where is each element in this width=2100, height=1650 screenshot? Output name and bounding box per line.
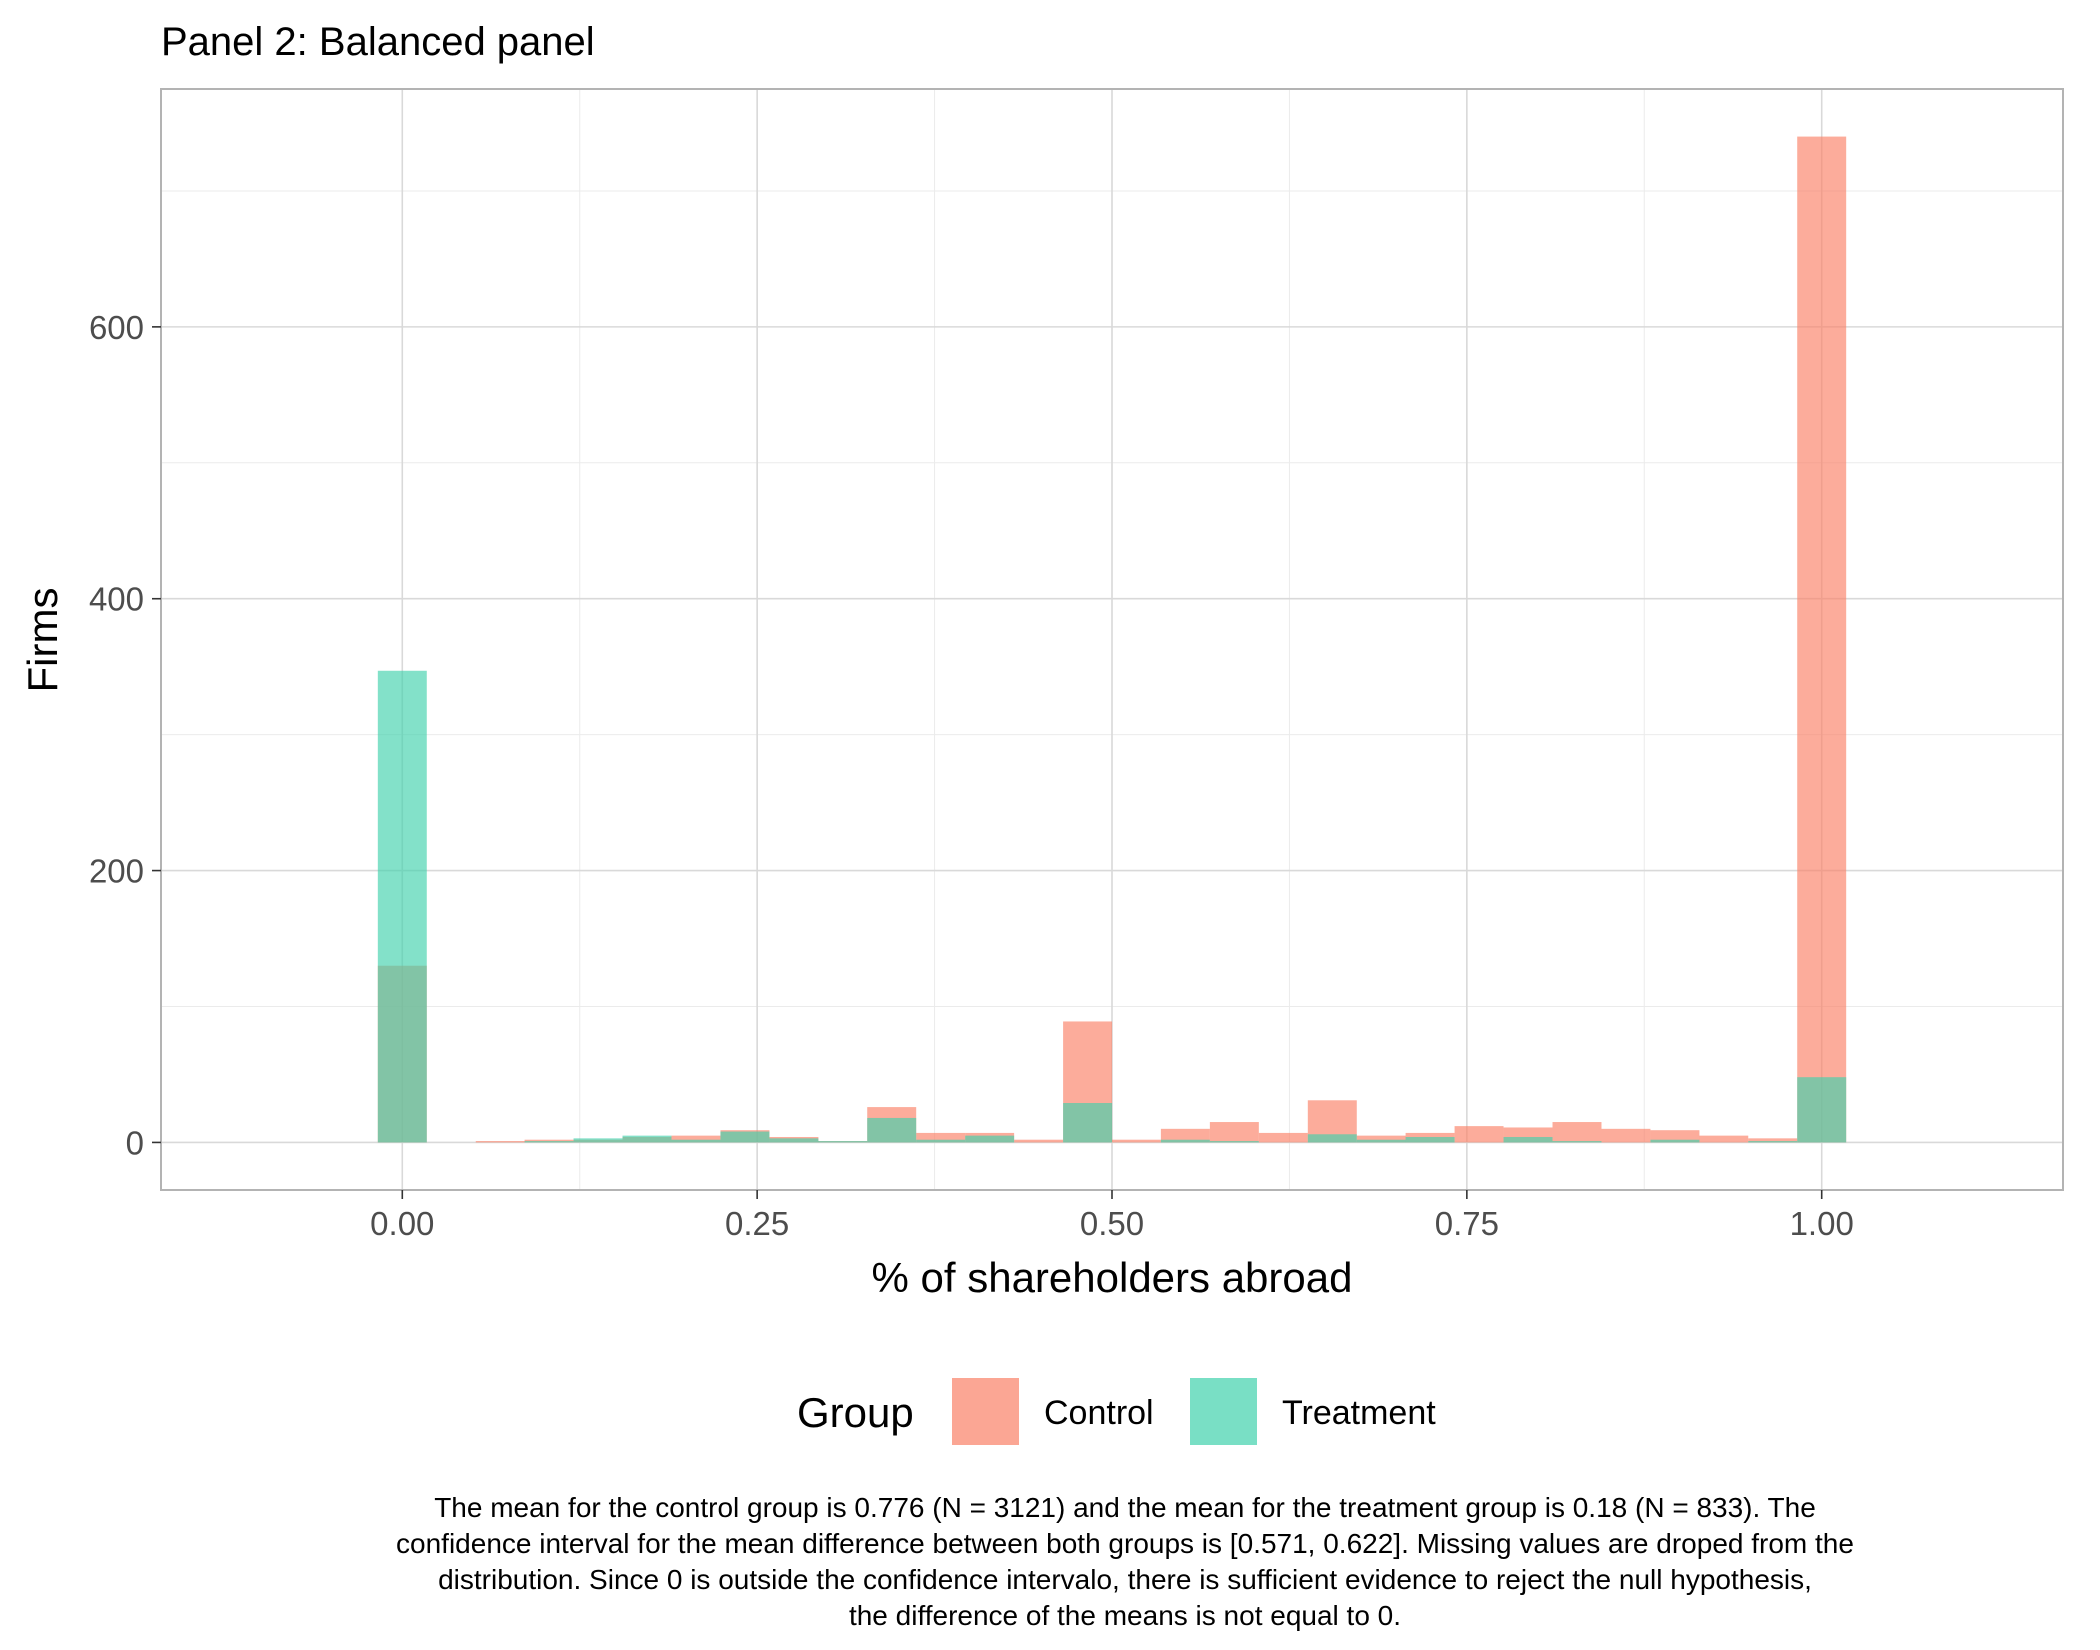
y-tick-label: 0 [126,1124,144,1161]
x-axis-label: % of shareholders abroad [872,1254,1353,1301]
x-tick-label: 0.50 [1080,1205,1144,1242]
bar-control [1258,1132,1308,1143]
bar-treatment [916,1139,966,1143]
caption-line: the difference of the means is not equal… [848,1600,1402,1631]
caption-line: distribution. Since 0 is outside the con… [438,1564,1812,1595]
legend-title: Group [797,1389,914,1436]
bar-control [1650,1130,1700,1143]
bar-control [1552,1122,1602,1143]
legend-label-control: Control [1044,1394,1154,1432]
caption-line: The mean for the control group is 0.776 … [434,1492,1816,1523]
x-tick-label: 0.75 [1435,1205,1499,1242]
bar-treatment [1797,1077,1847,1143]
legend: Group Control Treatment [797,1378,1436,1445]
bar-control [671,1135,721,1143]
caption-line: confidence interval for the mean differe… [396,1528,1854,1559]
bar-treatment [769,1138,819,1143]
bar-control [1209,1122,1259,1143]
bar-treatment [720,1131,770,1143]
chart-title: Panel 2: Balanced panel [161,20,595,64]
y-tick-label: 200 [89,853,144,890]
y-tick-label: 600 [89,309,144,346]
bar-treatment [1307,1134,1357,1143]
bar-treatment [867,1117,917,1143]
bar-treatment [1063,1103,1113,1143]
bar-treatment [1552,1141,1602,1143]
bar-control [1601,1128,1651,1143]
bar-treatment [1650,1139,1700,1143]
bar-control [1748,1138,1798,1143]
bar-control [475,1141,525,1143]
bar-control [1356,1135,1406,1143]
bar-treatment [1160,1139,1210,1143]
bar-treatment [377,670,427,1143]
x-tick-label: 0.25 [725,1205,789,1242]
bar-control [916,1132,966,1143]
bar-treatment [1405,1136,1455,1143]
bar-treatment [524,1141,574,1143]
legend-label-treatment: Treatment [1282,1394,1436,1432]
x-tick-label: 1.00 [1790,1205,1854,1242]
bars [377,136,1847,1143]
bar-control [1111,1139,1161,1143]
axis-ticks: 0.00 0.25 0.50 0.75 1.00 0 200 400 600 [89,309,1854,1242]
chart-caption: The mean for the control group is 0.776 … [150,1490,2100,1634]
legend-swatch-control [952,1378,1019,1445]
bar-treatment [622,1135,672,1143]
bar-control [1454,1126,1504,1143]
bar-treatment [1356,1139,1406,1143]
y-tick-label: 400 [89,581,144,618]
bar-treatment [818,1141,868,1143]
bar-treatment [671,1139,721,1143]
y-axis-label: Firms [19,588,66,693]
bar-treatment [965,1135,1015,1143]
bar-treatment [1748,1141,1798,1143]
bar-control [1160,1128,1210,1143]
bar-control [1699,1135,1749,1143]
histogram-chart: Panel 2: Balanced panel 0.00 0.25 0.50 0.75… [19,20,2064,1445]
legend-swatch-treatment [1190,1378,1257,1445]
bar-treatment [1209,1141,1259,1143]
bar-treatment [573,1138,623,1143]
bar-control [1014,1139,1064,1143]
bar-treatment [1503,1136,1553,1143]
bar-control [1797,136,1847,1143]
x-tick-label: 0.00 [370,1205,434,1242]
